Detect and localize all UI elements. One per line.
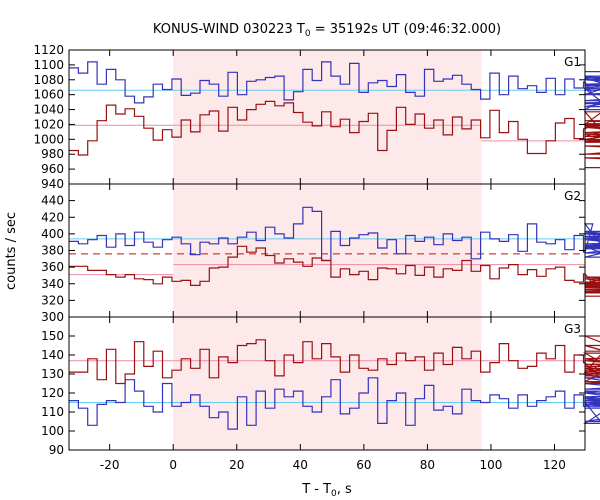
g3-red-series bbox=[69, 335, 600, 385]
x-axis-label: T - T0, s bbox=[301, 482, 352, 499]
xtick-label: 40 bbox=[293, 458, 308, 472]
xtick-label: 120 bbox=[543, 458, 566, 472]
g2-ytick-label: 360 bbox=[41, 260, 64, 274]
g1-panel-label: G1 bbox=[564, 55, 581, 69]
g2-ytick-label: 400 bbox=[41, 227, 64, 241]
g3-ytick-label: 130 bbox=[41, 367, 64, 381]
g2-shaded-interval bbox=[173, 184, 482, 317]
shaded-interval-layer bbox=[173, 50, 482, 450]
xtick-label: 100 bbox=[479, 458, 502, 472]
g1-shaded-interval bbox=[173, 50, 482, 184]
g2-blue-series bbox=[69, 206, 600, 262]
g2-ytick-label: 440 bbox=[41, 194, 64, 208]
g1-ytick-label: 1080 bbox=[33, 73, 64, 87]
g3-shaded-interval bbox=[173, 317, 482, 450]
chart-title: KONUS-WIND 030223 T0 = 35192s UT (09:46:… bbox=[153, 22, 501, 39]
g1-ytick-label: 960 bbox=[41, 162, 64, 176]
series-layer bbox=[69, 61, 600, 430]
g3-ytick-label: 110 bbox=[41, 405, 64, 419]
g1-red-series bbox=[69, 100, 600, 169]
g1-ytick-label: 980 bbox=[41, 147, 64, 161]
y-axis-label: counts / sec bbox=[4, 212, 19, 290]
g1-ytick-label: 940 bbox=[41, 177, 64, 191]
g1-ytick-label: 1100 bbox=[33, 58, 64, 72]
g3-panel-frame bbox=[68, 316, 586, 451]
g1-ytick-label: 1040 bbox=[33, 103, 64, 117]
g3-ytick-label: 100 bbox=[41, 424, 64, 438]
g2-red-series bbox=[69, 245, 600, 297]
g2-ytick-label: 420 bbox=[41, 210, 64, 224]
g1-ytick-label: 1060 bbox=[33, 88, 64, 102]
xtick-label: -20 bbox=[100, 458, 120, 472]
g2-ytick-label: 380 bbox=[41, 244, 64, 258]
g3-panel-label: G3 bbox=[564, 322, 581, 336]
g3-ytick-label: 120 bbox=[41, 386, 64, 400]
g1-blue-series bbox=[69, 61, 600, 111]
xtick-label: 20 bbox=[229, 458, 244, 472]
xtick-label: 0 bbox=[169, 458, 177, 472]
g3-ytick-label: 150 bbox=[41, 329, 64, 343]
xtick-label: 80 bbox=[420, 458, 435, 472]
g1-ytick-label: 1000 bbox=[33, 132, 64, 146]
xtick-label: 60 bbox=[356, 458, 371, 472]
ticks-layer bbox=[69, 49, 585, 451]
g2-ytick-label: 340 bbox=[41, 277, 64, 291]
g1-ytick-label: 1120 bbox=[33, 43, 64, 57]
g3-ytick-label: 90 bbox=[49, 443, 64, 457]
labels-layer: 9409609801000102010401060108011001120G13… bbox=[33, 43, 581, 472]
g2-ytick-label: 320 bbox=[41, 293, 64, 307]
g3-ytick-label: 140 bbox=[41, 348, 64, 362]
g2-panel-label: G2 bbox=[564, 189, 581, 203]
g3-blue-series bbox=[69, 373, 600, 430]
g2-ytick-label: 300 bbox=[41, 310, 64, 324]
g1-ytick-label: 1020 bbox=[33, 117, 64, 131]
